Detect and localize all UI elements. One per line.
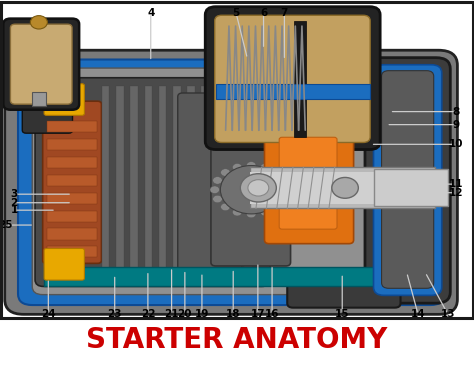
Bar	[216, 86, 223, 277]
Text: 9: 9	[452, 120, 460, 129]
Bar	[230, 86, 237, 277]
FancyBboxPatch shape	[32, 68, 430, 295]
Circle shape	[260, 164, 270, 171]
Text: 17: 17	[251, 310, 265, 319]
Text: 1: 1	[10, 205, 18, 215]
Text: 8: 8	[452, 107, 460, 116]
Text: 15: 15	[335, 310, 349, 319]
Circle shape	[233, 164, 242, 171]
Text: 23: 23	[108, 310, 122, 319]
Circle shape	[248, 180, 269, 196]
Text: 14: 14	[411, 310, 425, 319]
Circle shape	[260, 208, 270, 216]
Text: 3: 3	[10, 189, 18, 199]
Bar	[294, 21, 306, 137]
Circle shape	[280, 195, 290, 203]
Bar	[47, 193, 97, 204]
FancyBboxPatch shape	[215, 15, 370, 142]
FancyBboxPatch shape	[44, 84, 84, 115]
Text: 7: 7	[281, 8, 288, 18]
Text: 19: 19	[195, 310, 209, 319]
Circle shape	[246, 162, 256, 169]
Bar	[145, 86, 152, 277]
FancyBboxPatch shape	[178, 93, 242, 272]
FancyBboxPatch shape	[279, 137, 337, 229]
Bar	[130, 86, 138, 277]
Text: 6: 6	[260, 8, 267, 18]
Text: 25: 25	[0, 220, 13, 230]
Bar	[216, 84, 370, 99]
FancyBboxPatch shape	[3, 19, 79, 110]
FancyBboxPatch shape	[43, 101, 101, 263]
Text: 22: 22	[141, 310, 155, 319]
FancyBboxPatch shape	[205, 7, 380, 150]
Bar	[116, 86, 124, 277]
Circle shape	[221, 203, 230, 211]
Text: 11: 11	[449, 179, 463, 189]
FancyBboxPatch shape	[287, 271, 401, 308]
Bar	[44, 267, 404, 286]
Text: 13: 13	[441, 310, 455, 319]
Text: 21: 21	[164, 310, 179, 319]
Text: 20: 20	[178, 310, 192, 319]
FancyBboxPatch shape	[5, 50, 457, 314]
Bar	[159, 86, 166, 277]
FancyBboxPatch shape	[44, 248, 84, 280]
Bar	[47, 139, 97, 150]
Circle shape	[213, 177, 222, 184]
Bar	[244, 86, 252, 277]
FancyBboxPatch shape	[374, 65, 442, 295]
FancyBboxPatch shape	[382, 71, 434, 288]
Circle shape	[240, 174, 276, 202]
Bar	[47, 246, 97, 257]
Bar	[47, 211, 97, 222]
Bar	[250, 167, 435, 208]
Bar	[102, 86, 109, 277]
Text: STARTER ANATOMY: STARTER ANATOMY	[86, 326, 388, 355]
Circle shape	[280, 177, 290, 184]
Circle shape	[213, 195, 222, 203]
FancyBboxPatch shape	[18, 60, 445, 305]
Circle shape	[272, 169, 282, 176]
FancyBboxPatch shape	[22, 96, 73, 133]
Bar	[47, 157, 97, 168]
Circle shape	[283, 186, 292, 193]
Circle shape	[210, 186, 219, 193]
FancyBboxPatch shape	[365, 58, 450, 303]
Text: 18: 18	[226, 310, 240, 319]
Circle shape	[30, 16, 47, 29]
Text: 12: 12	[449, 188, 463, 198]
Circle shape	[221, 169, 230, 176]
Bar	[47, 175, 97, 186]
Bar	[250, 172, 435, 204]
Bar	[47, 121, 97, 132]
Circle shape	[332, 177, 358, 198]
Bar	[32, 92, 46, 106]
Text: 2: 2	[10, 198, 18, 208]
FancyBboxPatch shape	[264, 123, 354, 244]
Bar	[47, 228, 97, 240]
Bar	[374, 169, 448, 206]
Text: 5: 5	[232, 8, 240, 18]
Text: 10: 10	[449, 140, 463, 149]
Bar	[173, 86, 181, 277]
FancyBboxPatch shape	[10, 24, 72, 104]
Text: 16: 16	[265, 310, 279, 319]
Circle shape	[220, 166, 282, 214]
Circle shape	[246, 210, 256, 218]
Circle shape	[272, 203, 282, 211]
FancyBboxPatch shape	[211, 121, 291, 266]
Text: 4: 4	[147, 8, 155, 18]
Bar	[201, 86, 209, 277]
Circle shape	[233, 208, 242, 216]
FancyBboxPatch shape	[35, 78, 270, 286]
Bar	[187, 86, 195, 277]
Text: 24: 24	[41, 310, 55, 319]
